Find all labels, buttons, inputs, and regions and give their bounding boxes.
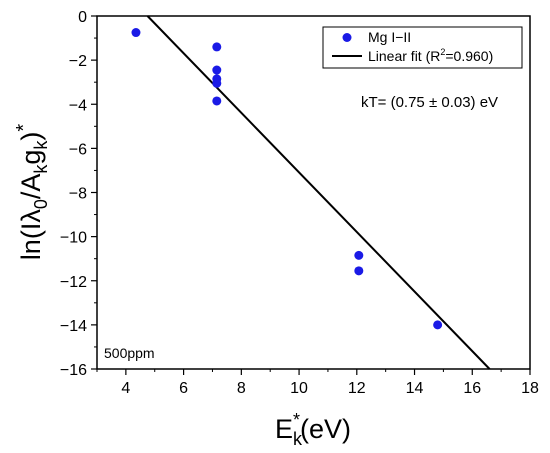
plot-frame	[96, 15, 531, 370]
y-tick-label: −16	[60, 362, 87, 379]
data-point	[354, 250, 364, 260]
legend-box	[322, 26, 523, 69]
y-tick-label: −4	[69, 97, 87, 114]
x-tick-label: 12	[348, 380, 366, 397]
y-tick-label: −12	[60, 274, 87, 291]
y-tick-label: −10	[60, 230, 87, 247]
annotation-sample: 500ppm	[104, 345, 155, 361]
y-tick-label: −14	[60, 318, 87, 335]
x-tick-label: 10	[290, 380, 308, 397]
y-tick-label: 0	[78, 9, 87, 26]
marks-layer	[131, 15, 491, 370]
data-point	[433, 320, 443, 330]
data-point	[212, 96, 222, 106]
data-point	[212, 65, 222, 75]
x-tick-label: 8	[237, 380, 246, 397]
annotation-kt: kT= (0.75 ± 0.03) eV	[361, 94, 498, 111]
legend-label-fit: Linear fit (R2=0.960)	[368, 47, 493, 64]
x-tick-label: 16	[463, 380, 481, 397]
y-tick-label: −2	[69, 53, 87, 70]
y-axis-title: ln(Iλ0/Akgk)*	[13, 124, 51, 261]
fit-line	[146, 15, 491, 370]
x-tick-label: 6	[179, 380, 188, 397]
data-point	[212, 78, 222, 88]
y-tick-label: −8	[69, 186, 87, 203]
legend-label-scatter: Mg I−II	[368, 29, 411, 45]
ticks-layer: 4 6 8 10 12 14 16 18 0 −2 −4 −6 −8 −10 −12 −14 −16	[60, 9, 539, 397]
data-point	[131, 28, 141, 38]
legend: Mg I−II Linear fit (R2=0.960)	[322, 26, 523, 69]
x-tick-label: 14	[406, 380, 424, 397]
data-point	[212, 42, 222, 52]
data-point	[354, 266, 364, 276]
x-axis-title: Ek*(eV)	[275, 410, 351, 449]
y-tick-label: −6	[69, 141, 87, 158]
x-tick-label: 4	[121, 380, 130, 397]
legend-marker-scatter	[342, 33, 352, 42]
x-tick-label: 18	[521, 380, 539, 397]
